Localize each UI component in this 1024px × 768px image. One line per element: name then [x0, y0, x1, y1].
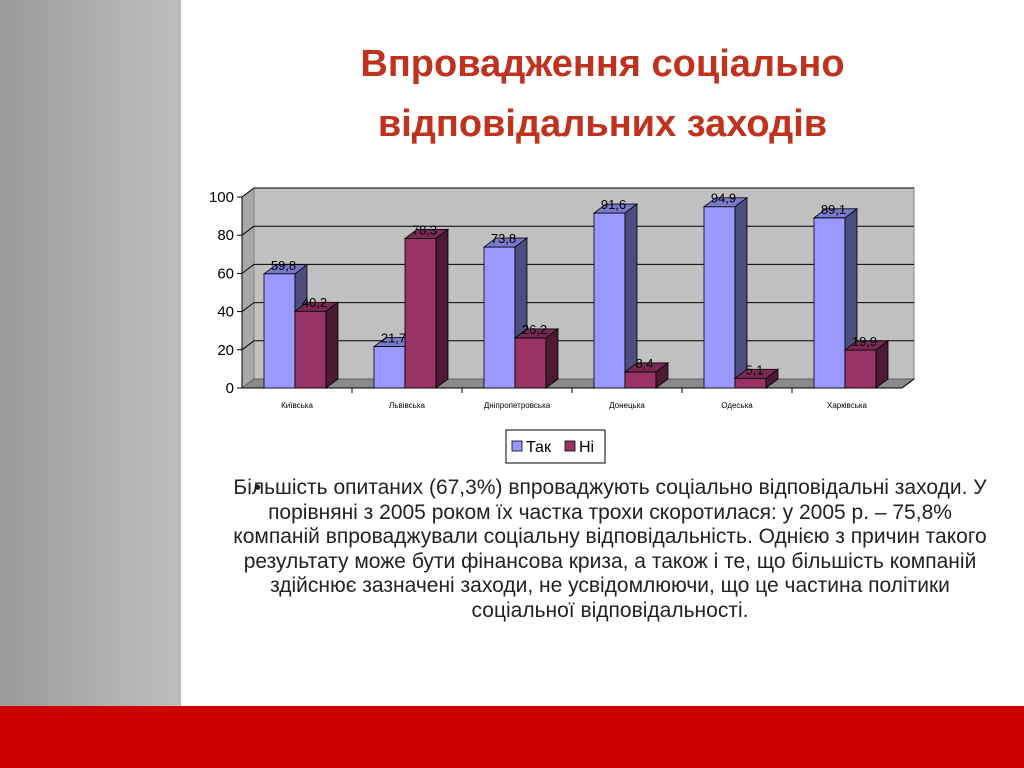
- data-label: 78,3: [412, 222, 437, 237]
- bar: [513, 328, 560, 389]
- legend-box: [505, 429, 606, 464]
- bar: [592, 203, 639, 389]
- bar-front: [734, 377, 767, 389]
- bar-side: [655, 362, 669, 389]
- bar-side: [765, 368, 779, 389]
- data-label: 21,7: [381, 331, 406, 346]
- data-label: 91,6: [601, 197, 626, 212]
- bar-front: [483, 246, 516, 389]
- bullet-marker: •: [254, 477, 262, 499]
- gridline-side: [241, 225, 255, 236]
- data-label: 19,9: [852, 334, 877, 349]
- chart-data-labels: 59,8 40,2 21,7 78,3 73,8 26,2 91,6 8,4 94,9 5,1 89…: [271, 191, 877, 378]
- left-decor-band: [0, 0, 181, 706]
- bar-front: [844, 349, 877, 389]
- y-tick-label: 80: [217, 227, 234, 244]
- bar-side: [875, 340, 889, 389]
- bar-side: [734, 196, 748, 389]
- legend-label: Так: [526, 439, 552, 456]
- data-label: 59,8: [271, 258, 296, 273]
- data-label: 89,1: [821, 202, 846, 217]
- bar-side: [435, 228, 449, 389]
- bar-front: [624, 371, 657, 389]
- data-label: 94,9: [711, 191, 736, 206]
- category-label: Київська: [281, 401, 313, 410]
- y-tick-label: 20: [217, 342, 234, 359]
- legend-label: Ні: [579, 439, 594, 456]
- y-tick-label: 60: [217, 265, 234, 282]
- bar-front: [813, 217, 846, 389]
- bar-front: [373, 346, 406, 389]
- gridline-side: [241, 263, 255, 274]
- bar-side: [325, 301, 339, 389]
- slide-title-line-2: відповідальних заходів: [377, 103, 828, 145]
- bar-chart: 0 20 40 60 80 100 Київська Львівська Дніпропетр…: [209, 187, 916, 464]
- category-label: Донецька: [609, 401, 645, 410]
- chart-bars: [262, 196, 890, 389]
- category-label: Дніпропетровська: [484, 401, 551, 410]
- bar: [293, 301, 340, 389]
- chart-y-tick-labels: 0 20 40 60 80 100: [209, 189, 242, 397]
- legend-swatch: [511, 440, 523, 452]
- gridline-side: [241, 187, 255, 198]
- chart-legend: Так Ні: [505, 429, 606, 464]
- bar: [403, 228, 450, 389]
- data-label: 40,2: [302, 295, 327, 310]
- bullet-text: Більшість опитаних (67,3%) впроваджують …: [233, 476, 987, 622]
- bar-front: [514, 337, 547, 389]
- legend-swatch: [564, 440, 576, 452]
- gridline-side: [241, 302, 255, 313]
- bottom-decor-band: [0, 706, 1024, 768]
- x-axis-depth-line: [901, 378, 915, 389]
- bar: [623, 362, 670, 389]
- y-tick-label: 40: [217, 304, 234, 321]
- bar-front: [593, 212, 626, 389]
- chart-category-labels: Київська Львівська Дніпропетровська Донецьк…: [281, 388, 868, 410]
- slide-title: Впровадження соціально відповідальних за…: [181, 34, 1024, 154]
- bar-front: [404, 238, 437, 389]
- bar-side: [545, 328, 559, 389]
- bar: [812, 208, 859, 389]
- category-label: Львівська: [389, 401, 425, 410]
- data-label: 73,8: [491, 231, 516, 246]
- category-label: Одеська: [721, 401, 753, 410]
- y-tick-label: 100: [209, 189, 234, 206]
- chart-gridlines: [241, 187, 914, 351]
- bar: [843, 340, 890, 389]
- bar-front: [703, 206, 736, 389]
- bar-front: [294, 310, 327, 389]
- y-tick-label: 0: [226, 380, 234, 397]
- bar: [702, 196, 749, 389]
- chart-floor: [240, 378, 916, 389]
- category-label: Харківська: [827, 401, 868, 410]
- bullet-paragraph: • Більшість опитаних (67,3%) впроваджуют…: [230, 476, 990, 623]
- data-label: 5,1: [745, 362, 763, 377]
- data-label: 26,2: [522, 322, 547, 337]
- bar-front: [263, 273, 296, 389]
- slide-title-line-1: Впровадження соціально: [360, 43, 845, 85]
- data-label: 8,4: [635, 356, 653, 371]
- bar: [733, 368, 780, 389]
- chart-side-wall: [241, 187, 255, 389]
- gridline-side: [241, 340, 255, 351]
